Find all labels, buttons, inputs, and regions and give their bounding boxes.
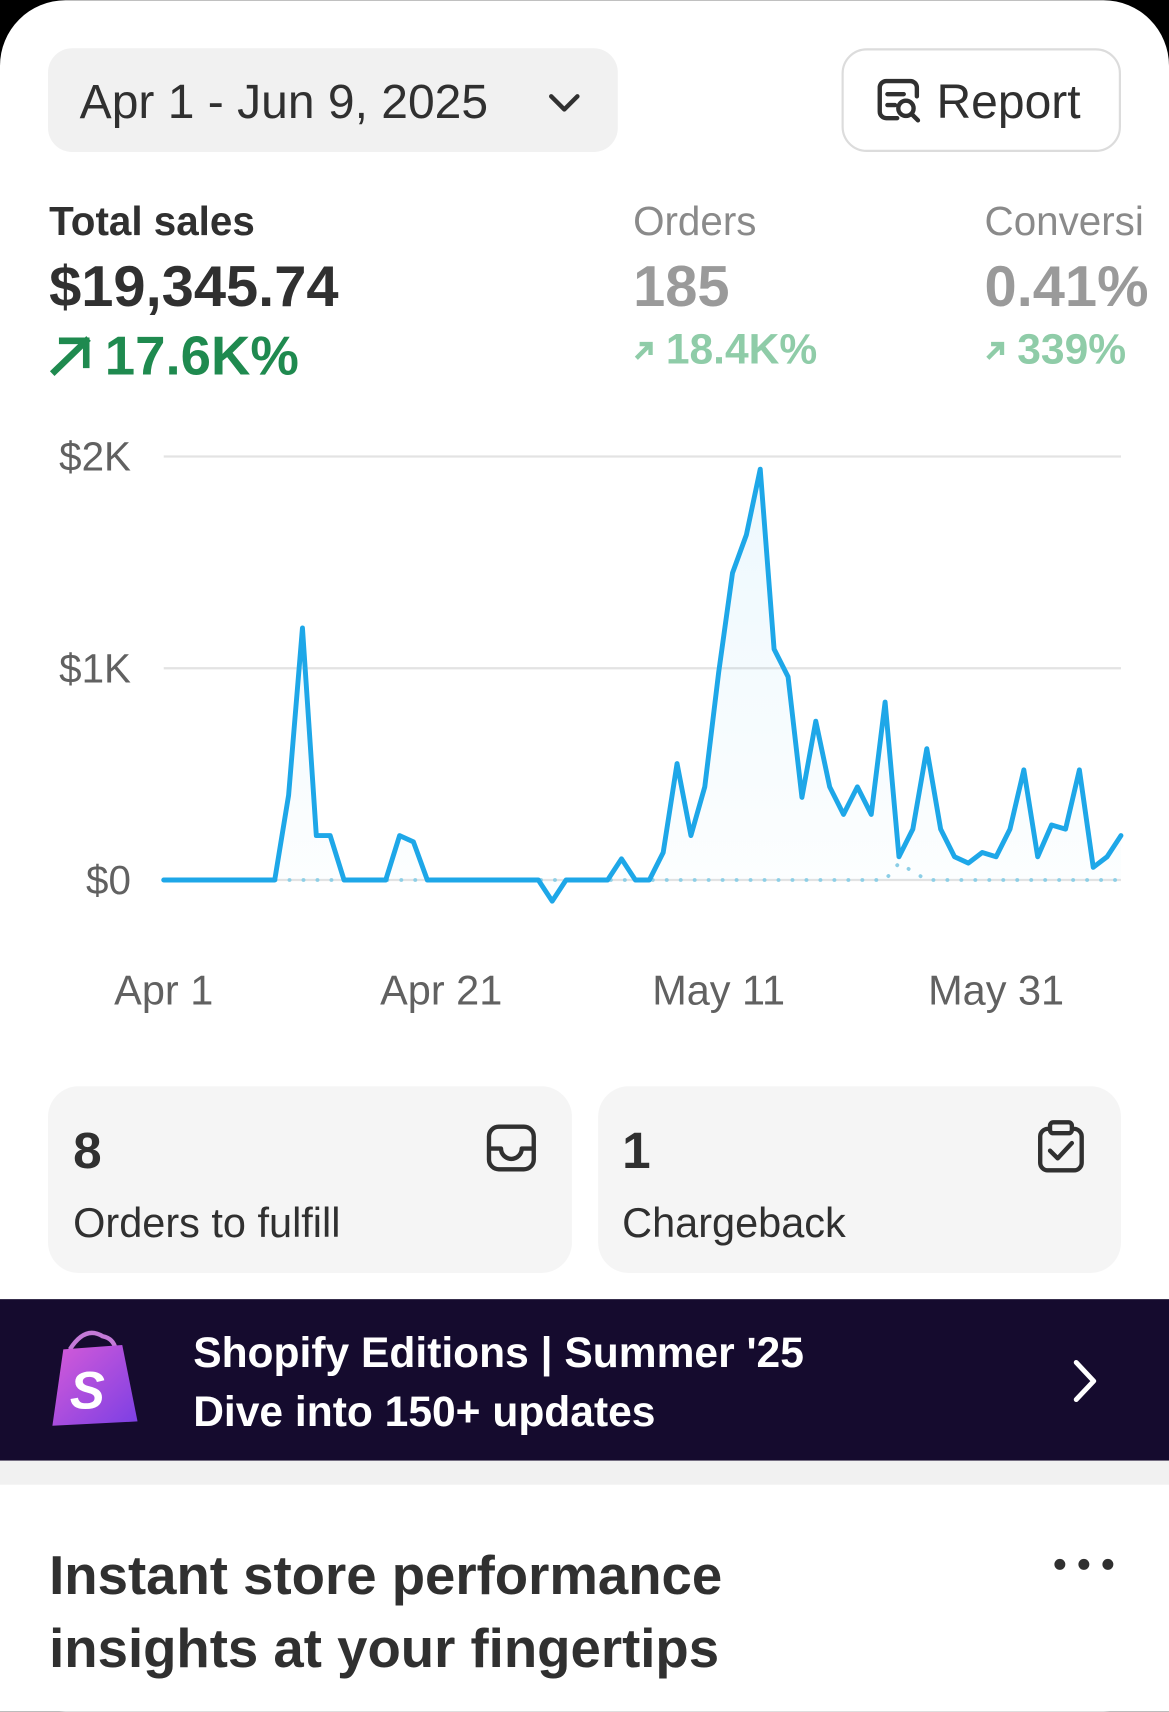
metric-value[interactable]: $19,345.74 (49, 255, 338, 319)
card-count[interactable]: 1 (622, 1122, 651, 1179)
y-tick-label: $2K (59, 434, 131, 480)
card-chargeback[interactable]: 1 Chargeback (598, 1086, 1121, 1273)
card-bg[interactable] (48, 1086, 572, 1273)
area-fill (163, 469, 1121, 902)
date-range[interactable]: Apr 1 - Jun 9, 2025 (80, 76, 488, 129)
report-icon[interactable] (877, 78, 921, 123)
metric-orders[interactable]: Orders 185 18.4K% (633, 198, 817, 374)
trend-arrow (634, 341, 653, 360)
metric-total-sales[interactable]: Total sales $19,345.74 17.6K% (49, 198, 338, 387)
metric-label[interactable]: Orders (633, 198, 756, 244)
shopify-logo: S (52, 1330, 138, 1426)
metric-value[interactable]: 185 (633, 255, 729, 319)
banner-title[interactable]: Shopify Editions | Summer '25 (193, 1329, 804, 1377)
card-label[interactable]: Chargeback (622, 1199, 846, 1246)
inbox-icon (486, 1124, 536, 1172)
card-orders[interactable]: 8 Orders to fulfill (48, 1086, 572, 1273)
card-count[interactable]: 8 (73, 1122, 102, 1179)
card-label[interactable]: Orders to fulfill (73, 1199, 340, 1246)
x-tick-label: Apr 21 (380, 966, 502, 1013)
metric-label[interactable]: Total sales (49, 198, 255, 244)
report-button[interactable]: Report (841, 48, 1121, 152)
metric-change[interactable]: 339% (1017, 326, 1126, 374)
clipboard-icon (1038, 1120, 1084, 1173)
section-title: Instant store performance (49, 1545, 722, 1606)
metric-change[interactable]: 18.4K% (666, 326, 817, 374)
section-title: insights at your fingertips (49, 1618, 719, 1679)
sales-line (161, 466, 1124, 904)
metric-value[interactable]: 0.41% (985, 255, 1149, 319)
chevron-down[interactable] (549, 94, 580, 112)
x-tick-label: Apr 1 (114, 966, 213, 1013)
report-button-bg[interactable] (841, 48, 1121, 152)
y-tick-label: $0 (86, 857, 131, 903)
section-divider (0, 1460, 1169, 1485)
date-picker[interactable]: Apr 1 - Jun 9, 2025 (48, 48, 618, 152)
trend-arrow (986, 341, 1005, 360)
more-menu[interactable] (1054, 1558, 1114, 1570)
chevron-right[interactable] (1073, 1360, 1097, 1403)
sales-chart: $0 $1K $2K Apr 1 Apr 21 May 11 May 31 (59, 434, 1124, 1013)
banner-subtitle[interactable]: Dive into 150+ updates (193, 1388, 655, 1436)
y-tick-label: $1K (59, 645, 131, 691)
date-picker-bg[interactable] (48, 48, 618, 152)
metric-conversion[interactable]: Conversi 0.41% 339% (985, 198, 1149, 374)
banner-bg[interactable] (0, 1299, 1169, 1461)
x-tick-label: May 31 (928, 966, 1064, 1013)
svg-text:S: S (70, 1362, 105, 1420)
x-tick-label: May 11 (652, 966, 785, 1013)
report-label[interactable]: Report (937, 76, 1081, 129)
card-bg[interactable] (598, 1086, 1121, 1273)
metric-change[interactable]: 17.6K% (105, 326, 299, 387)
metric-label[interactable]: Conversi (985, 198, 1144, 244)
editions-banner[interactable]: S Shopify Editions | Summer '25 Dive int… (0, 1299, 1169, 1461)
trend-arrow (49, 336, 91, 377)
